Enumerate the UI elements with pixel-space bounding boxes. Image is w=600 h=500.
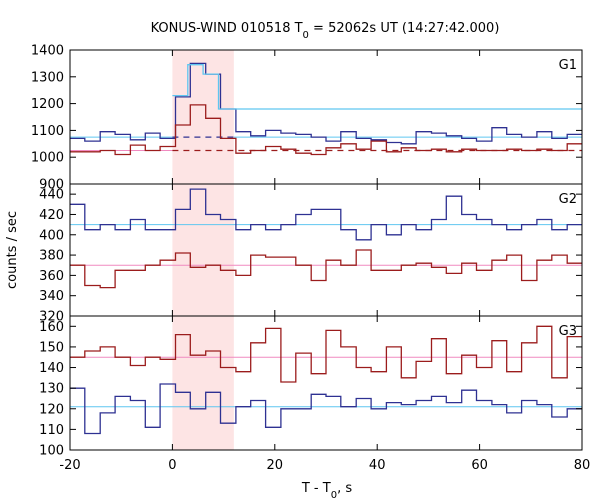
y-tick-label: 360 <box>39 269 64 284</box>
y-tick-label: 140 <box>39 361 64 376</box>
series-blue-steps <box>70 62 582 145</box>
y-tick-label: 130 <box>39 382 64 397</box>
y-tick-label: 420 <box>39 208 64 223</box>
x-tick-label: 0 <box>168 458 176 473</box>
xlabel-subscript: 0 <box>331 490 337 500</box>
y-tick-label: 150 <box>39 340 64 355</box>
y-tick-label: 1400 <box>31 44 64 59</box>
x-tick-label: 60 <box>471 458 488 473</box>
title-main: KONUS-WIND 010518 T <box>151 21 303 36</box>
panel-g2: 320 340 360 380 400 420 440 G2 <box>39 183 583 325</box>
panel-g3: 100 110 120 130 140 150 160 -20 0 20 40 60 80 G3 <box>39 315 591 473</box>
panel-frame <box>69 315 583 451</box>
y-tick-label: 1300 <box>31 70 64 85</box>
panel-g1: 900 1000 1100 1200 1300 1400 G1 <box>31 44 583 193</box>
y-tick-label: 900 <box>39 178 64 193</box>
x-tick-label: -20 <box>59 458 80 473</box>
panel-frame <box>69 49 583 185</box>
panel-frame <box>69 183 583 317</box>
xlabel-rest: , s <box>337 481 352 496</box>
burst-interval-shade <box>172 184 234 316</box>
series-red-steps <box>70 249 582 289</box>
series-blue-steps <box>70 383 582 435</box>
x-tick-label: 80 <box>574 458 591 473</box>
panel-label: G1 <box>559 58 577 73</box>
y-tick-label: 120 <box>39 402 64 417</box>
series-red-steps <box>70 325 582 383</box>
x-axis-label: T - T0, s <box>301 481 352 500</box>
y-tick-label: 1100 <box>31 124 64 139</box>
x-tick-label: 20 <box>267 458 284 473</box>
y-tick-label: 320 <box>39 310 64 325</box>
y-tick-label: 110 <box>39 423 64 438</box>
y-tick-label: 400 <box>39 228 64 243</box>
panel-label: G2 <box>559 192 577 207</box>
panels-group: 90010001100120013001400G1320340360380400… <box>31 44 590 474</box>
xlabel-main: T - T <box>301 481 331 496</box>
y-tick-label: 440 <box>39 188 64 203</box>
y-tick-label: 1200 <box>31 97 64 112</box>
y-tick-label: 100 <box>39 444 64 459</box>
y-tick-label: 340 <box>39 289 64 304</box>
series-light_blue-steps <box>172 64 582 110</box>
y-tick-label: 160 <box>39 320 64 335</box>
y-axis-label: counts / sec <box>5 211 20 289</box>
burst-interval-shade <box>172 316 234 450</box>
x-tick-label: 40 <box>369 458 386 473</box>
y-tick-label: 380 <box>39 249 64 264</box>
title-subscript: 0 <box>303 30 309 41</box>
series-red-steps <box>70 104 582 156</box>
title-rest: = 52062s UT (14:27:42.000) <box>309 21 499 36</box>
panel-label: G3 <box>559 324 577 339</box>
figure-title: KONUS-WIND 010518 T0 = 52062s UT (14:27:… <box>151 21 500 41</box>
y-tick-label: 1000 <box>31 151 64 166</box>
series-blue-steps <box>70 188 582 241</box>
